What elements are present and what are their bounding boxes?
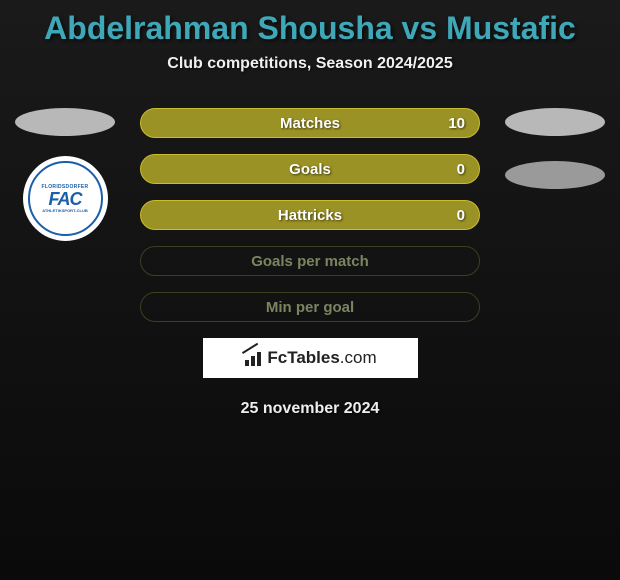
stat-row-min-per-goal: Min per goal <box>140 292 480 322</box>
right-column <box>500 108 610 189</box>
stat-row-matches: Matches 10 <box>140 108 480 138</box>
player-right-silhouette <box>505 108 605 136</box>
subtitle: Club competitions, Season 2024/2025 <box>0 55 620 73</box>
left-column: FLORIDSDORFER FAC ATHLETIKSPORT-CLUB <box>10 108 120 241</box>
branding-box[interactable]: FcTables.com <box>203 338 418 378</box>
badge-text-main: FAC <box>49 190 82 208</box>
stat-row-hattricks: Hattricks 0 <box>140 200 480 230</box>
stat-row-goals: Goals 0 <box>140 154 480 184</box>
chart-icon <box>243 350 263 366</box>
club-badge-inner: FLORIDSDORFER FAC ATHLETIKSPORT-CLUB <box>28 161 103 236</box>
date-text: 25 november 2024 <box>0 400 620 418</box>
stat-value: 10 <box>448 115 465 132</box>
stat-value: 0 <box>457 207 465 224</box>
content-area: FLORIDSDORFER FAC ATHLETIKSPORT-CLUB Mat… <box>0 108 620 418</box>
stat-label: Goals <box>289 161 331 178</box>
stat-label: Min per goal <box>266 299 354 316</box>
page-title: Abdelrahman Shousha vs Mustafic <box>0 0 620 47</box>
branding-name: FcTables <box>267 348 339 367</box>
player-left-silhouette <box>15 108 115 136</box>
badge-text-bottom: ATHLETIKSPORT-CLUB <box>42 208 87 213</box>
branding-text: FcTables.com <box>267 348 376 368</box>
club-right-silhouette <box>505 161 605 189</box>
stat-label: Goals per match <box>251 253 369 270</box>
branding-suffix: .com <box>340 348 377 367</box>
stats-container: Matches 10 Goals 0 Hattricks 0 Goals per… <box>140 108 480 322</box>
club-badge-left: FLORIDSDORFER FAC ATHLETIKSPORT-CLUB <box>23 156 108 241</box>
stat-value: 0 <box>457 161 465 178</box>
stat-label: Hattricks <box>278 207 342 224</box>
stat-label: Matches <box>280 115 340 132</box>
stat-row-goals-per-match: Goals per match <box>140 246 480 276</box>
